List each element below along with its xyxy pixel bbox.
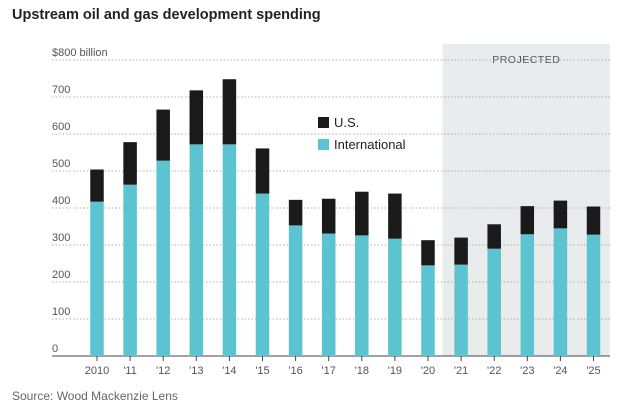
x-tick-label: '17 [322,365,336,377]
bar-us [553,200,568,229]
bar-international [586,234,601,356]
bar-international [156,160,170,356]
legend-swatch [318,139,329,150]
x-tick-label: '25 [586,365,600,377]
x-tick-label: '15 [255,365,269,377]
bar-international [487,248,501,356]
y-tick-label: 400 [52,195,70,207]
x-tick-label: '21 [454,365,468,377]
bar-international [454,264,468,356]
y-tick-label: 100 [52,306,70,318]
bar-us [487,224,501,249]
bar-international [355,235,369,356]
x-tick-label: '22 [487,365,501,377]
bar-international [90,201,104,356]
x-tick-label: '16 [288,365,302,377]
bar-international [123,184,137,356]
x-axis: 2010 '11 '12 '13 '14 '15 '16 '17 '18 '19 '20 '21 '22… [85,356,601,377]
bar-international [321,233,336,356]
chart-title: Upstream oil and gas development spendin… [12,7,321,23]
x-tick-label: '19 [388,365,402,377]
bar-us [355,191,369,236]
x-tick-label: '12 [156,365,170,377]
x-tick-label: '11 [123,365,137,377]
x-tick-label: 2010 [85,365,109,377]
y-axis-ticks: 0 100 200 300 400 500 600 700 $800 billion [52,47,108,355]
y-tick-label: 200 [52,269,70,281]
x-tick-label: '18 [355,365,369,377]
y-tick-label: 500 [52,158,70,170]
bar-international [553,228,568,356]
bar-us [156,109,170,161]
bar-us [321,198,336,234]
bar-international [222,144,237,356]
projected-label: PROJECTED [492,54,560,66]
source-note: Source: Wood Mackenzie Lens [12,389,178,403]
bar-us [288,199,303,226]
bars [90,79,601,356]
x-tick-label: '24 [553,365,567,377]
y-tick-label: 300 [52,232,70,244]
bar-international [520,234,535,356]
bar-international [421,265,435,356]
bar-international [388,238,402,356]
bar-us [421,240,435,266]
y-tick-label: 700 [52,84,70,96]
x-tick-label: '14 [222,365,236,377]
bar-us [454,237,468,265]
bar-us [189,90,204,145]
bar-us [123,142,137,185]
legend-label: International [334,137,406,152]
y-tick-label: $800 billion [52,47,108,59]
bar-us [222,79,237,145]
bar-us [388,193,402,239]
y-tick-label: 0 [52,343,58,355]
bar-us [586,206,601,235]
bar-international [189,144,204,356]
legend-label: U.S. [334,115,359,130]
legend-swatch [318,117,329,128]
bar-us [90,169,104,202]
x-tick-label: '20 [421,365,435,377]
y-tick-label: 600 [52,121,70,133]
legend: U.S. International [318,115,406,152]
bar-international [288,225,303,356]
bar-us [255,148,270,194]
x-tick-label: '23 [520,365,534,377]
x-tick-label: '13 [189,365,203,377]
bar-international [255,193,270,356]
bar-us [520,206,535,235]
